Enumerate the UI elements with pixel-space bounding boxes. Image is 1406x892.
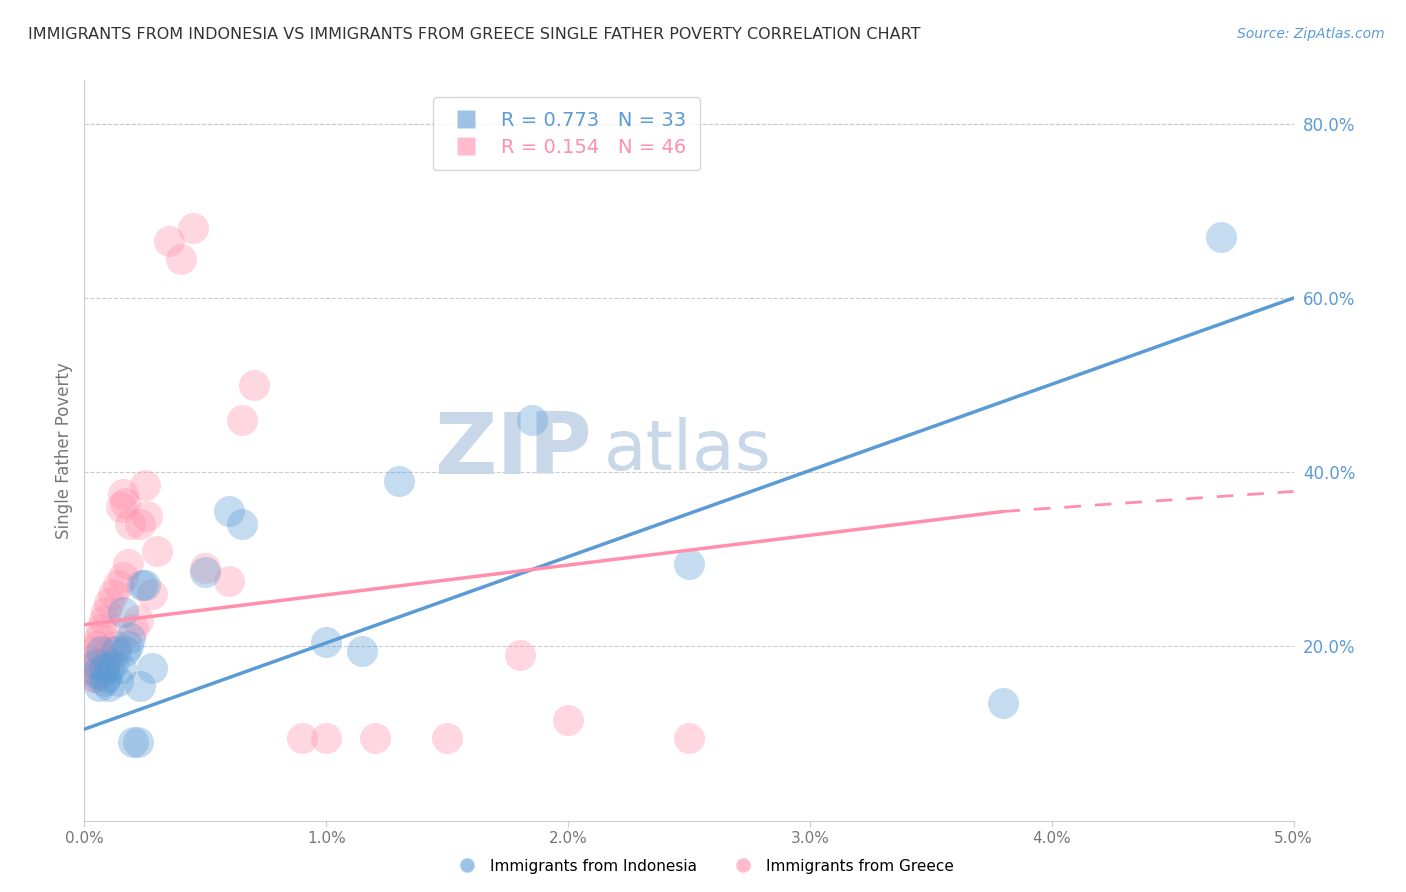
Point bbox=[291, 731, 314, 745]
Point bbox=[87, 631, 110, 645]
Legend: Immigrants from Indonesia, Immigrants from Greece: Immigrants from Indonesia, Immigrants fr… bbox=[446, 853, 960, 880]
Point bbox=[134, 578, 156, 592]
Point bbox=[1209, 230, 1232, 244]
Point bbox=[110, 661, 132, 675]
Point bbox=[520, 413, 543, 427]
Point bbox=[83, 644, 105, 658]
Point bbox=[436, 731, 458, 745]
Point bbox=[129, 517, 152, 532]
Point bbox=[90, 622, 112, 636]
Point bbox=[112, 487, 135, 501]
Point bbox=[107, 578, 129, 592]
Point bbox=[97, 679, 120, 693]
Text: Source: ZipAtlas.com: Source: ZipAtlas.com bbox=[1237, 27, 1385, 41]
Point bbox=[129, 679, 152, 693]
Point bbox=[120, 631, 142, 645]
Y-axis label: Single Father Poverty: Single Father Poverty bbox=[55, 362, 73, 539]
Point bbox=[110, 500, 132, 514]
Point bbox=[114, 496, 136, 510]
Point bbox=[242, 378, 264, 392]
Point bbox=[97, 596, 120, 610]
Point bbox=[678, 557, 700, 571]
Point bbox=[94, 670, 117, 684]
Point bbox=[157, 235, 180, 249]
Point bbox=[352, 644, 374, 658]
Point bbox=[181, 221, 204, 235]
Point bbox=[117, 640, 139, 654]
Point bbox=[94, 652, 117, 666]
Point bbox=[87, 665, 110, 680]
Point bbox=[86, 665, 108, 680]
Point bbox=[136, 508, 159, 523]
Point bbox=[218, 504, 240, 518]
Text: IMMIGRANTS FROM INDONESIA VS IMMIGRANTS FROM GREECE SINGLE FATHER POVERTY CORREL: IMMIGRANTS FROM INDONESIA VS IMMIGRANTS … bbox=[28, 27, 921, 42]
Point bbox=[77, 661, 100, 675]
Point bbox=[90, 657, 112, 671]
Point bbox=[87, 679, 110, 693]
Point bbox=[363, 731, 385, 745]
Point bbox=[90, 644, 112, 658]
Point bbox=[93, 674, 115, 689]
Legend: R = 0.773   N = 33, R = 0.154   N = 46: R = 0.773 N = 33, R = 0.154 N = 46 bbox=[433, 97, 700, 170]
Point bbox=[93, 661, 115, 675]
Point bbox=[93, 613, 115, 627]
Point bbox=[131, 578, 153, 592]
Text: ZIP: ZIP bbox=[434, 409, 592, 492]
Point bbox=[114, 644, 136, 658]
Point bbox=[121, 735, 143, 749]
Point bbox=[107, 674, 129, 689]
Point bbox=[557, 714, 579, 728]
Point bbox=[127, 735, 149, 749]
Point bbox=[103, 657, 125, 671]
Point bbox=[104, 640, 127, 654]
Point bbox=[112, 605, 135, 619]
Point bbox=[315, 731, 337, 745]
Point bbox=[104, 644, 127, 658]
Point bbox=[509, 648, 531, 662]
Point bbox=[141, 661, 163, 675]
Point bbox=[86, 657, 108, 671]
Point bbox=[231, 413, 253, 427]
Point bbox=[86, 670, 108, 684]
Point bbox=[194, 561, 217, 575]
Point bbox=[315, 635, 337, 649]
Point bbox=[170, 252, 193, 266]
Point bbox=[103, 587, 125, 601]
Point bbox=[117, 557, 139, 571]
Point bbox=[121, 622, 143, 636]
Text: atlas: atlas bbox=[605, 417, 772, 484]
Point bbox=[218, 574, 240, 588]
Point bbox=[146, 543, 169, 558]
Point bbox=[97, 661, 120, 675]
Point bbox=[97, 644, 120, 658]
Point bbox=[80, 652, 103, 666]
Point bbox=[86, 640, 108, 654]
Point bbox=[134, 478, 156, 492]
Point bbox=[93, 661, 115, 675]
Point bbox=[127, 613, 149, 627]
Point bbox=[83, 670, 105, 684]
Point bbox=[231, 517, 253, 532]
Point bbox=[388, 474, 411, 488]
Point bbox=[993, 696, 1015, 710]
Point bbox=[678, 731, 700, 745]
Point bbox=[120, 517, 142, 532]
Point bbox=[194, 566, 217, 580]
Point bbox=[94, 605, 117, 619]
Point bbox=[112, 570, 135, 584]
Point bbox=[141, 587, 163, 601]
